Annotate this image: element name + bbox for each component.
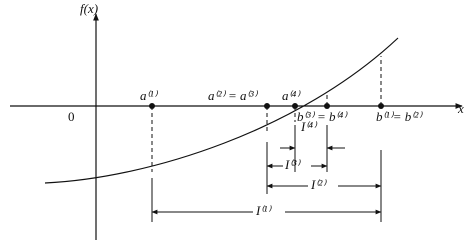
point-label: a⁽²⁾ = a⁽³⁾ bbox=[208, 88, 259, 103]
origin-label: 0 bbox=[68, 109, 75, 124]
points bbox=[149, 103, 384, 109]
interval-label: I⁽²⁾ bbox=[310, 177, 327, 192]
interval-label: I⁽⁴⁾ bbox=[300, 119, 318, 134]
interval-label: I⁽¹⁾ bbox=[255, 203, 272, 218]
interval-label: I⁽³⁾ bbox=[284, 157, 301, 172]
point-label: b⁽³⁾ = b⁽⁴⁾ bbox=[297, 109, 348, 124]
point-label: b⁽¹⁾= b⁽²⁾ bbox=[376, 109, 423, 124]
point-label: a⁽¹⁾ bbox=[140, 88, 159, 103]
point-label: a⁽⁴⁾ bbox=[282, 88, 301, 103]
y-label: f(x) bbox=[80, 1, 98, 16]
curve bbox=[44, 37, 399, 184]
x-label: x bbox=[457, 101, 464, 116]
